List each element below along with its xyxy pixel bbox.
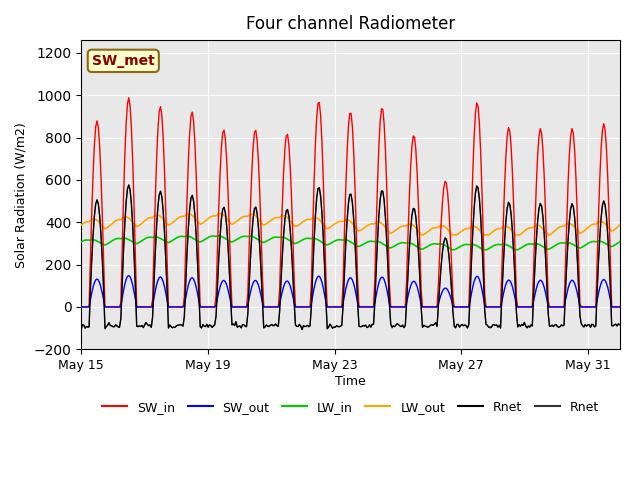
- X-axis label: Time: Time: [335, 375, 366, 388]
- Title: Four channel Radiometer: Four channel Radiometer: [246, 15, 455, 33]
- Text: SW_met: SW_met: [92, 54, 155, 68]
- Y-axis label: Solar Radiation (W/m2): Solar Radiation (W/m2): [15, 122, 28, 267]
- Legend: SW_in, SW_out, LW_in, LW_out, Rnet, Rnet: SW_in, SW_out, LW_in, LW_out, Rnet, Rnet: [97, 396, 604, 419]
